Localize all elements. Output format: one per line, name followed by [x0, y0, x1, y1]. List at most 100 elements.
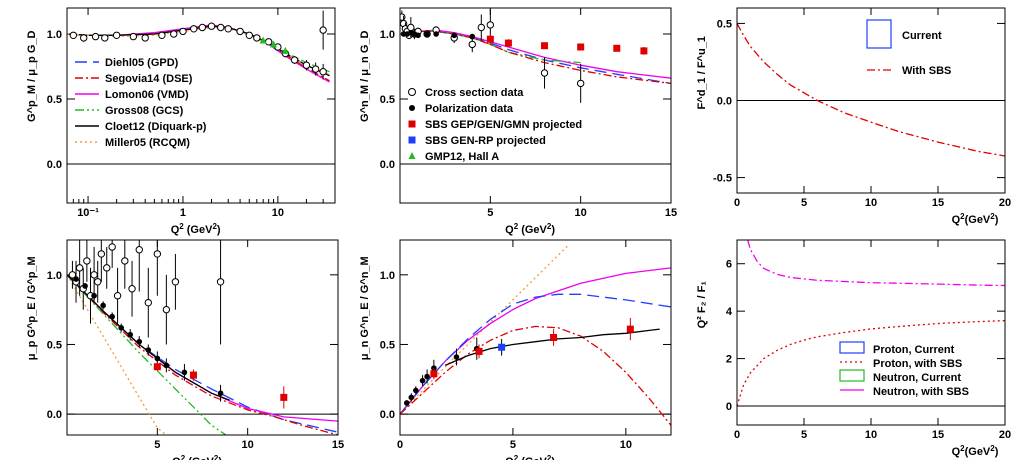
legend-label: Current — [902, 30, 942, 42]
series-line-magenta — [747, 240, 1005, 287]
data-point-red-square — [189, 371, 197, 379]
x-tick-label: 5 — [801, 197, 807, 209]
data-point-open — [217, 23, 225, 32]
series-line-magenta — [67, 274, 338, 422]
legend-label: Diehl05 (GPD) — [105, 57, 179, 69]
data-point-filled — [154, 355, 161, 362]
data-point-open — [319, 26, 327, 34]
legend-label: Proton, with SBS — [873, 358, 962, 370]
data-point-red-square — [280, 393, 288, 401]
legend-label: Neutron, Current — [873, 372, 961, 384]
data-point-open — [468, 40, 476, 49]
y-tick-label: 2 — [726, 354, 732, 366]
y-tick-label: 0.5 — [380, 94, 395, 106]
x-tick-label: 5 — [487, 207, 493, 219]
series-line-magenta — [400, 267, 671, 415]
x-tick-label: 20 — [999, 197, 1011, 209]
data-point-open — [264, 38, 273, 46]
data-point-red-square — [541, 42, 549, 50]
y-tick-label: 0.5 — [47, 94, 62, 106]
data-point-open — [80, 34, 88, 42]
data-point-filled — [163, 362, 170, 369]
data-point-green-triangle — [270, 40, 278, 48]
legend-label: Neutron, with SBS — [873, 386, 969, 398]
y-tick-label: 0.0 — [380, 409, 395, 421]
x-tick-label: 10 — [242, 439, 254, 451]
data-point-filled — [145, 347, 152, 353]
data-point-filled — [413, 387, 419, 394]
x-tick-label: 10 — [865, 429, 877, 441]
data-point-open — [83, 257, 91, 265]
plot-frame — [66, 7, 336, 204]
legend-marker — [408, 88, 416, 96]
data-point-open — [90, 271, 98, 279]
data-point-filled — [469, 33, 476, 40]
data-point-open — [171, 278, 180, 286]
data-point-red-square — [577, 43, 585, 51]
data-point-open — [540, 69, 549, 77]
series-line-magenta — [401, 29, 671, 79]
x-tick-label: 15 — [932, 429, 944, 441]
x-tick-label: 5 — [510, 439, 516, 451]
chart-gmp: 10⁻¹ 1 10 0.0 0.5 1.0 Q2 (GeV2) G^p_M / μ_p G_D… — [26, 7, 336, 236]
x-axis-label: Q2(GeV2) — [952, 444, 999, 458]
legend-label: Polarization data — [425, 103, 514, 115]
data-point-open — [576, 79, 585, 88]
data-point-open — [112, 31, 121, 39]
data-point-filled — [217, 390, 224, 397]
plot-frame — [399, 239, 672, 436]
data-point-open — [69, 31, 78, 39]
data-point-open — [319, 68, 327, 76]
legend-marker — [408, 120, 416, 128]
data-point-filled — [424, 373, 430, 380]
y-axis-label: μ_n G^n_E / G^n_M — [359, 256, 371, 360]
x-axis-label: Q2 (GeV2) — [505, 454, 555, 460]
data-point-filled — [433, 31, 439, 37]
y-tick-label: 0.5 — [380, 339, 395, 351]
x-tick-label: 10 — [575, 207, 587, 219]
data-point-open — [477, 23, 485, 32]
legend-label: With SBS — [902, 65, 951, 77]
x-axis-label: Q2 (GeV2) — [172, 454, 222, 460]
data-point-red-square — [626, 325, 634, 333]
series-line-green — [67, 274, 227, 435]
x-tick-label: 1 — [180, 207, 186, 219]
data-point-open — [97, 250, 106, 258]
data-point-filled — [424, 31, 430, 37]
data-point-red-square — [475, 347, 483, 355]
data-point-open — [153, 250, 162, 258]
series-line-red — [737, 319, 1005, 407]
data-point-red-square — [504, 39, 512, 47]
data-point-open — [236, 27, 244, 36]
data-point-open — [207, 22, 216, 30]
data-point-open — [162, 305, 171, 314]
legend-label: SBS GEN-RP projected — [425, 135, 546, 147]
y-tick-label: 0.0 — [47, 409, 62, 421]
data-point-filled — [419, 377, 426, 384]
data-point-filled — [73, 276, 79, 282]
data-point-open — [486, 21, 495, 29]
data-point-red-square — [613, 44, 621, 52]
y-tick-label: 4 — [726, 306, 733, 318]
data-point-open — [290, 56, 299, 64]
y-tick-label: 1.0 — [380, 270, 395, 282]
series-line-orange — [67, 274, 167, 435]
data-point-red-square — [486, 35, 494, 43]
y-axis-label: G^p_M / μ_p G_D — [26, 31, 38, 122]
data-point-open — [108, 243, 116, 251]
legend-label: Miller05 (RCQM) — [105, 137, 190, 149]
data-point-filled — [181, 369, 188, 376]
data-point-open — [245, 31, 253, 39]
x-tick-label: 15 — [665, 207, 677, 219]
plot-frame — [66, 239, 339, 436]
data-point-red-square — [430, 370, 438, 378]
data-point-filled — [415, 32, 421, 39]
data-point-filled — [408, 394, 415, 401]
data-point-open — [135, 246, 143, 254]
data-point-filled — [451, 32, 458, 39]
series-line-blue — [401, 30, 671, 85]
plot-frame — [399, 7, 672, 204]
y-tick-label: 0.5 — [717, 18, 732, 30]
y-tick-label: 0.5 — [47, 339, 62, 351]
